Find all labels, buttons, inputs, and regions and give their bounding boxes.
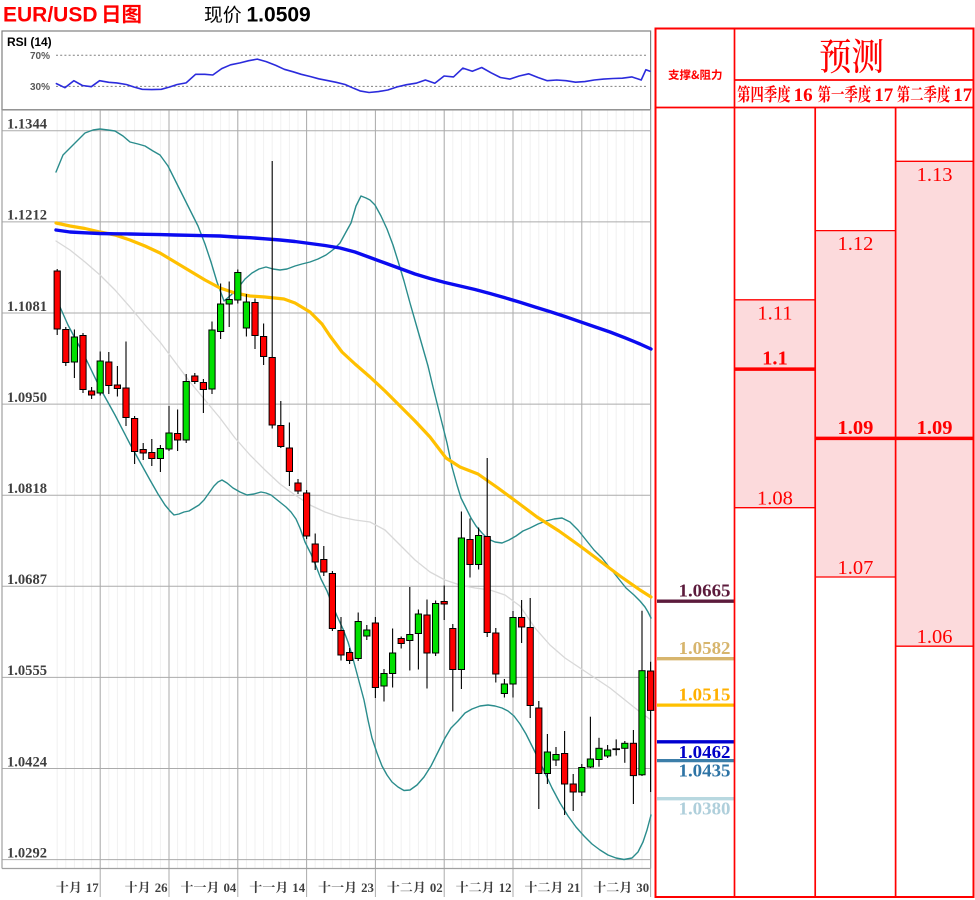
- svg-text:14: 14: [292, 881, 305, 895]
- svg-text:1.1081: 1.1081: [7, 299, 47, 315]
- svg-text:1.1: 1.1: [762, 348, 788, 370]
- svg-text:1.0462: 1.0462: [679, 742, 731, 762]
- svg-text:1.0515: 1.0515: [679, 685, 731, 705]
- svg-text:30%: 30%: [30, 82, 50, 93]
- svg-text:17: 17: [874, 85, 894, 106]
- svg-text:EUR/USD: EUR/USD: [3, 4, 98, 27]
- svg-text:1.08: 1.08: [757, 488, 793, 510]
- svg-text:17: 17: [953, 85, 973, 106]
- svg-text:1.0665: 1.0665: [679, 581, 731, 601]
- svg-text:1.0950: 1.0950: [7, 390, 47, 406]
- svg-text:1.0380: 1.0380: [679, 799, 731, 819]
- svg-text:1.0435: 1.0435: [679, 761, 731, 781]
- svg-text:1.0687: 1.0687: [7, 572, 47, 588]
- svg-text:1.1344: 1.1344: [7, 117, 47, 133]
- svg-text:1.09: 1.09: [917, 417, 953, 439]
- svg-text:23: 23: [361, 881, 374, 895]
- svg-text:1.09: 1.09: [837, 417, 873, 439]
- svg-text:12: 12: [499, 881, 512, 895]
- svg-text:02: 02: [430, 881, 443, 895]
- svg-text:1.1212: 1.1212: [7, 208, 47, 224]
- svg-text:1.12: 1.12: [837, 233, 873, 255]
- svg-text:1.0582: 1.0582: [679, 638, 731, 658]
- svg-text:1.0292: 1.0292: [7, 845, 47, 861]
- svg-text:70%: 70%: [30, 51, 50, 62]
- svg-text:04: 04: [224, 881, 237, 895]
- svg-text:1.06: 1.06: [917, 626, 953, 648]
- svg-text:RSI (14): RSI (14): [7, 35, 52, 49]
- svg-text:1.0818: 1.0818: [7, 481, 47, 497]
- svg-text:1.13: 1.13: [917, 164, 953, 186]
- svg-text:17: 17: [86, 881, 99, 895]
- svg-text:30: 30: [636, 881, 649, 895]
- svg-text:1.0555: 1.0555: [7, 663, 47, 679]
- svg-text:26: 26: [155, 881, 168, 895]
- svg-text:21: 21: [568, 881, 581, 895]
- svg-text:1.07: 1.07: [837, 557, 873, 579]
- svg-text:16: 16: [794, 85, 813, 106]
- svg-text:1.0424: 1.0424: [7, 754, 47, 770]
- svg-text:1.0509: 1.0509: [247, 4, 311, 27]
- svg-text:1.11: 1.11: [757, 302, 792, 324]
